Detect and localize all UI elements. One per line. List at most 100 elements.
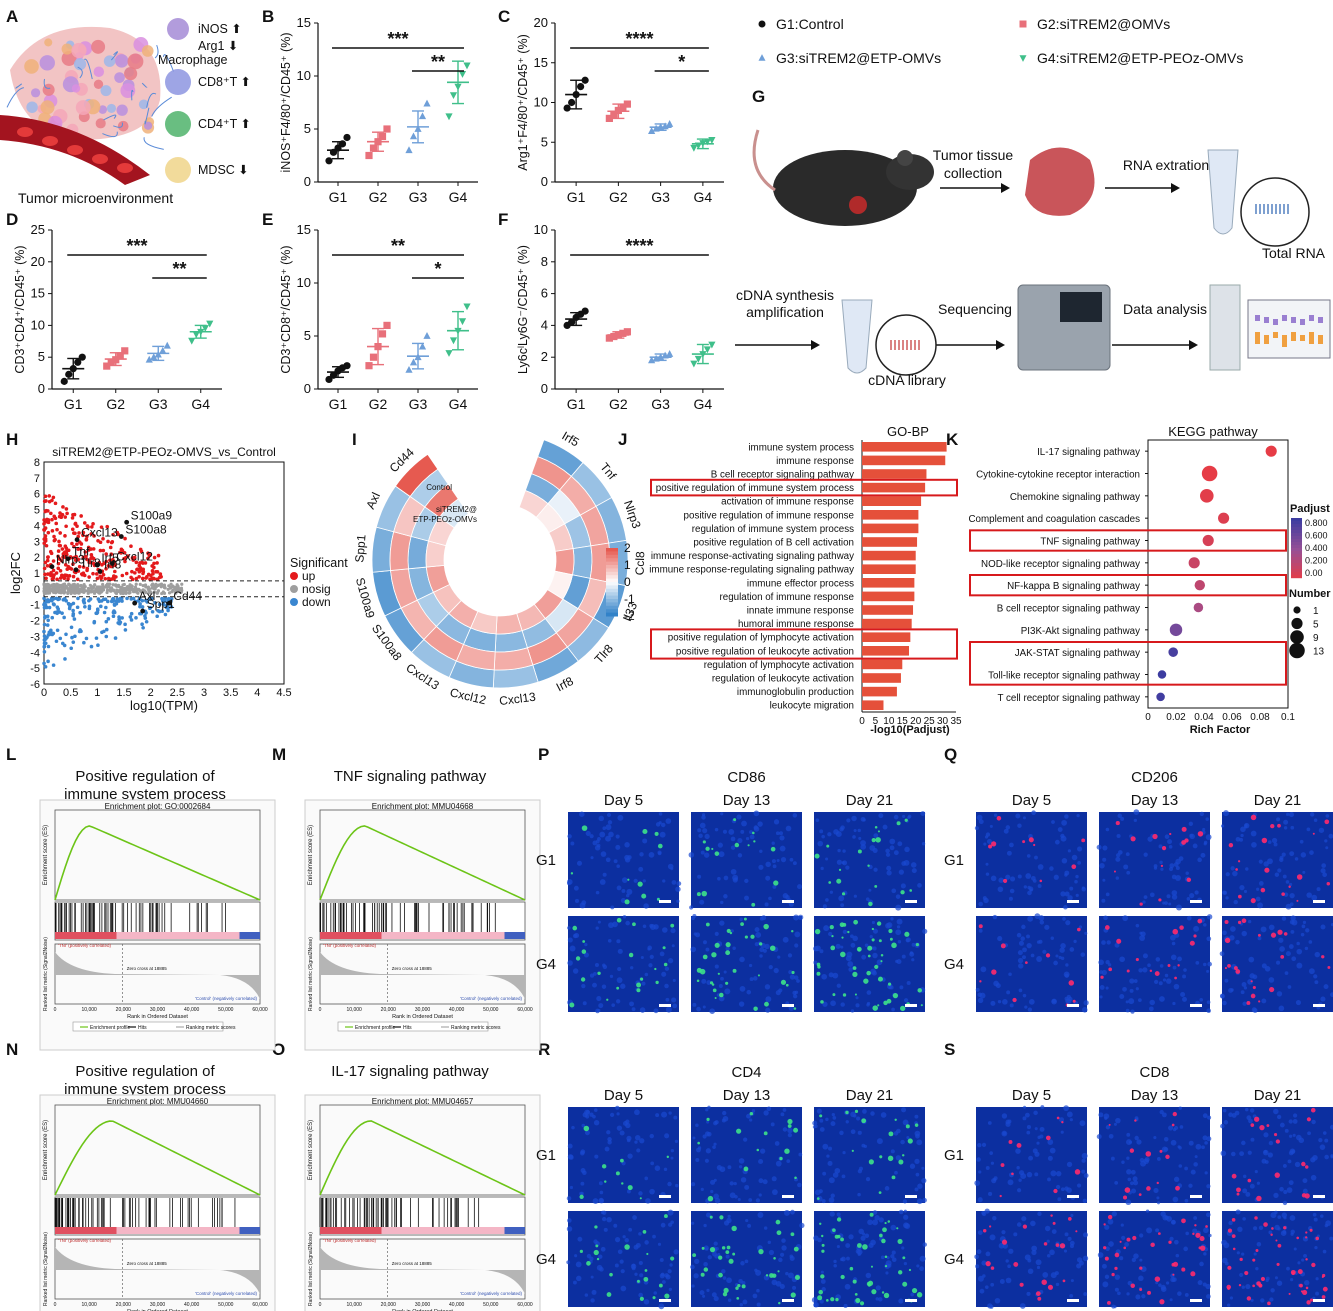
nucleus	[1111, 1211, 1118, 1217]
x-tick-label: 5	[873, 716, 879, 727]
nucleus	[1276, 817, 1281, 822]
point-down	[45, 623, 50, 627]
panel-letter-n: N	[6, 1040, 18, 1059]
nucleus	[597, 920, 601, 924]
nucleus	[659, 831, 666, 838]
legend-dot	[290, 585, 298, 593]
nucleus	[1292, 1133, 1296, 1137]
nucleus	[1002, 1131, 1007, 1136]
point-nosig	[122, 582, 126, 587]
nucleus	[1186, 897, 1191, 901]
gene-label: Axl	[363, 490, 383, 511]
nucleus	[605, 824, 612, 831]
bar	[862, 510, 919, 520]
data-point	[365, 151, 373, 160]
nucleus	[1281, 852, 1286, 857]
point-nosig	[66, 591, 70, 595]
point-up	[63, 534, 67, 538]
nucleus	[1290, 1278, 1294, 1282]
nucleus	[648, 851, 655, 858]
nucleus	[717, 1252, 721, 1256]
nucleus	[1013, 1232, 1018, 1237]
nucleus	[1283, 892, 1289, 897]
nucleus	[840, 945, 844, 949]
nucleus	[794, 931, 801, 938]
signal-spot	[1237, 860, 1241, 863]
nucleus	[766, 1106, 772, 1111]
nucleus	[617, 948, 623, 954]
nucleus	[1066, 1161, 1073, 1168]
point-nosig	[156, 590, 160, 594]
signal-spot	[606, 998, 609, 1001]
nucleus	[737, 1197, 741, 1202]
signal-spot	[664, 1293, 670, 1299]
scale-bar	[659, 900, 671, 903]
signal-spot	[847, 930, 850, 934]
nucleus	[582, 1001, 587, 1006]
mouse-head	[886, 154, 934, 190]
heat-cell	[409, 468, 449, 508]
nucleus	[739, 986, 746, 992]
highlight-box	[969, 641, 1287, 686]
point-down	[104, 619, 109, 624]
nucleus	[882, 824, 888, 830]
nucleus	[1078, 925, 1083, 929]
signal-spot	[1264, 867, 1270, 873]
data-point	[577, 83, 585, 91]
nucleus	[1050, 1170, 1057, 1177]
nucleus	[579, 902, 586, 909]
point-up	[58, 576, 63, 580]
nucleus	[726, 1217, 732, 1224]
nucleus	[789, 974, 796, 980]
monitor-bar	[1255, 332, 1260, 344]
scale-bar	[782, 1299, 794, 1302]
nucleus	[1142, 967, 1148, 973]
nucleus	[703, 1261, 708, 1267]
vessel-line	[43, 78, 51, 89]
micrograph	[976, 1211, 1087, 1307]
nucleus	[668, 1111, 672, 1115]
point-nosig	[168, 585, 173, 589]
nucleus	[985, 1166, 990, 1170]
nucleus	[872, 1219, 879, 1226]
nucleus	[1307, 1131, 1311, 1136]
signal-spot	[883, 1292, 890, 1299]
nucleus	[1322, 1249, 1327, 1254]
group-label: G1	[944, 1147, 964, 1164]
nucleus	[1146, 1227, 1153, 1234]
day-label: Day 21	[846, 1087, 894, 1104]
nucleus	[843, 1303, 848, 1308]
point-nosig	[128, 588, 132, 592]
highlight-box	[650, 478, 958, 497]
nucleus	[1006, 850, 1012, 856]
nucleus	[628, 1227, 633, 1232]
nucleus	[1235, 836, 1241, 842]
nucleus	[1039, 1126, 1045, 1132]
nucleus	[871, 920, 875, 925]
point-up	[109, 540, 114, 545]
gene-label: Irf8	[554, 674, 576, 695]
monitor-bar	[1300, 335, 1305, 341]
nucleus	[984, 835, 989, 839]
nucleus	[886, 922, 893, 928]
nucleus	[772, 864, 777, 869]
labeled-gene-point	[124, 519, 130, 525]
nucleus	[616, 977, 623, 984]
y-tick-label: 10	[297, 68, 311, 83]
signal-spot	[862, 1244, 868, 1250]
x-tick-label: G3	[409, 189, 428, 205]
nucleus	[1282, 1163, 1287, 1168]
nucleus	[1114, 1287, 1119, 1292]
point-nosig	[174, 588, 178, 592]
nucleus	[1103, 1113, 1110, 1119]
neg-label: 'Control' (negatively correlated)	[195, 1291, 257, 1296]
nucleus	[736, 814, 742, 820]
point-up	[51, 568, 56, 573]
point-up	[51, 495, 56, 500]
vessel-line	[131, 89, 134, 101]
nucleus	[1009, 842, 1014, 848]
nucleus	[1171, 941, 1176, 946]
nucleus	[706, 1288, 710, 1293]
nucleus	[1175, 875, 1181, 881]
